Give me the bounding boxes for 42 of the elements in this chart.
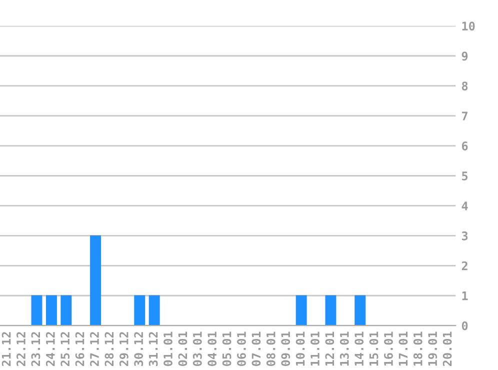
x-tick-label: 21.12 [2,332,11,366]
x-tick-label: 27.12 [90,332,99,366]
y-tick-label: 9 [462,52,468,61]
x-tick-label: 04.01 [208,332,217,366]
x-tick-label: 18.01 [413,332,422,366]
x-tick-label: 07.01 [252,332,261,366]
y-tick-label: 4 [462,202,468,210]
x-tick-label: 02.01 [178,332,188,366]
x-tick-label: 31.12 [148,332,158,366]
x-tick-label: 29.12 [119,332,128,366]
x-tick-label: 12.01 [325,332,334,366]
y-tick-label: 7 [462,112,468,120]
x-tick-label: 24.12 [46,332,55,366]
x-tick-label: 10.01 [296,332,305,366]
x-tick-label: 11.01 [310,332,320,366]
y-tick-label: 8 [462,82,468,90]
x-tick-label: 16.01 [384,332,393,366]
y-tick-label: 6 [462,142,468,150]
y-tick-label: 3 [462,231,468,240]
x-tick-label: 09.01 [281,332,290,366]
x-tick-label: 17.01 [398,332,408,366]
x-tick-label: 08.01 [266,332,276,366]
x-tick-label: 20.01 [442,332,452,366]
y-tick-label: 1 [462,292,468,300]
x-tick-label: 23.12 [31,332,40,366]
x-tick-label: 14.01 [354,332,364,366]
x-tick-label: 28.12 [104,332,114,366]
y-tick-label: 0 [462,321,468,330]
x-tick-label: 22.12 [16,332,26,366]
x-tick-label: 03.01 [192,332,202,366]
y-tick-label: 10 [462,22,475,31]
y-tick-label: 5 [462,172,468,180]
x-tick-label: 25.12 [60,332,70,366]
x-tick-label: 06.01 [237,332,246,366]
y-tick-label: 2 [462,261,468,270]
x-tick-label: 15.01 [369,332,378,366]
x-tick-label: 13.01 [340,332,349,366]
x-tick-label: 30.12 [134,332,144,366]
x-tick-label: 19.01 [428,332,438,366]
x-tick-label: 05.01 [222,332,232,366]
x-tick-label: 26.12 [75,332,84,366]
x-tick-label: 01.01 [164,332,172,366]
